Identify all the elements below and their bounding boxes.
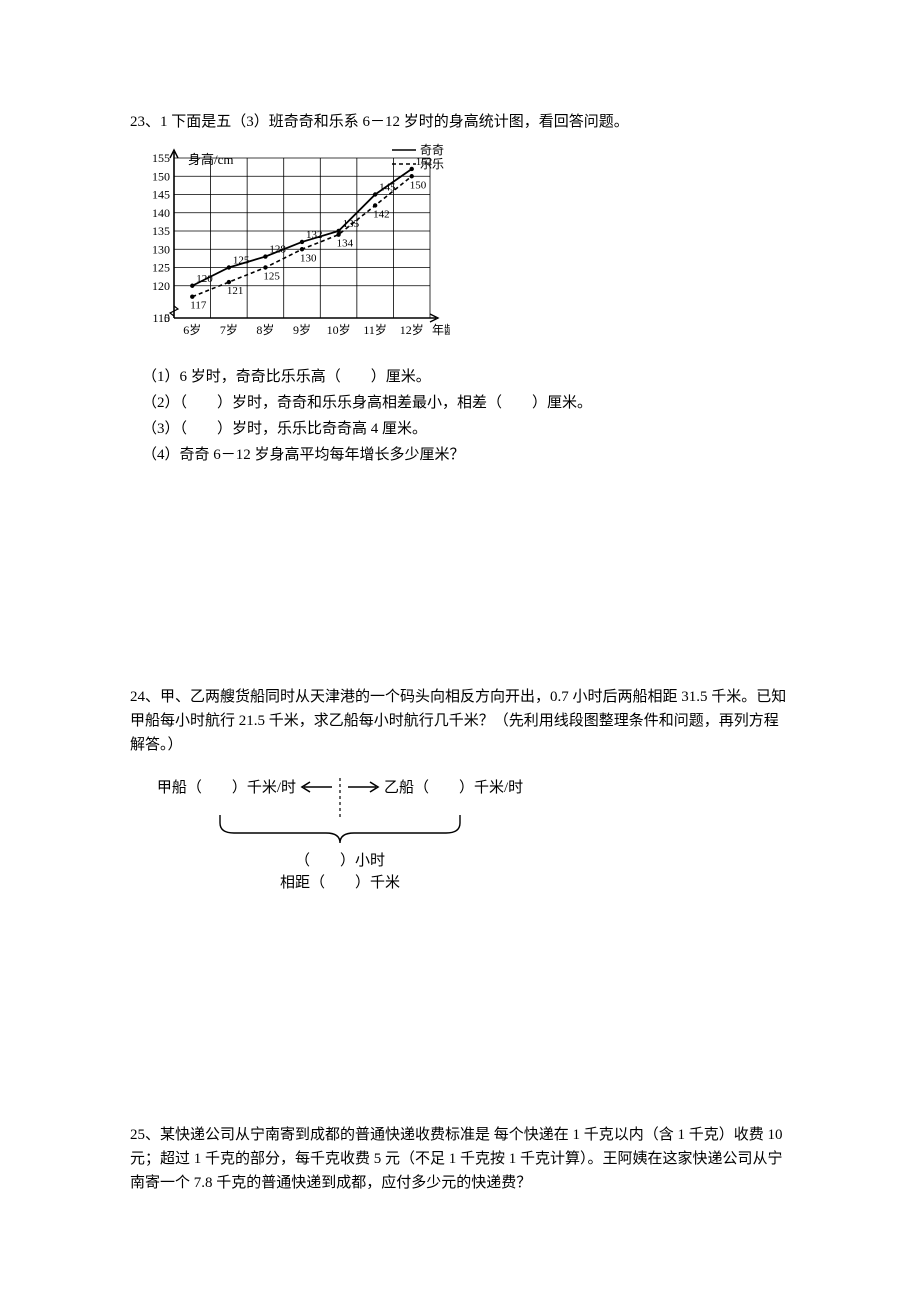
svg-text:乙船（ ）千米/时: 乙船（ ）千米/时	[384, 779, 523, 796]
svg-text:年龄: 年龄	[432, 323, 450, 337]
svg-text:10岁: 10岁	[327, 322, 351, 337]
svg-text:135: 135	[152, 224, 170, 238]
svg-text:125: 125	[263, 271, 280, 283]
height-line-chart: 1151201251301351401451501550身高/cm年龄6岁7岁8…	[130, 140, 790, 353]
svg-text:120: 120	[152, 279, 170, 293]
svg-text:145: 145	[152, 188, 170, 202]
svg-text:130: 130	[152, 242, 170, 256]
chart-svg: 1151201251301351401451501550身高/cm年龄6岁7岁8…	[130, 140, 450, 345]
q24-number: 24、	[130, 689, 160, 705]
svg-text:125: 125	[152, 261, 170, 275]
q24-prompt-text: 甲、乙两艘货船同时从天津港的一个码头向相反方向开出，0.7 小时后两船相距 31…	[130, 689, 786, 753]
svg-text:140: 140	[152, 206, 170, 220]
q25-prompt: 25、某快递公司从宁南寄到成都的普通快递收费标准是 每个快递在 1 千克以内（含…	[130, 1123, 790, 1195]
answer-space-23	[130, 515, 790, 685]
svg-text:身高/cm: 身高/cm	[188, 152, 234, 167]
svg-text:150: 150	[152, 169, 170, 183]
svg-text:7岁: 7岁	[220, 322, 238, 337]
q23-number: 23、	[130, 114, 160, 130]
svg-text:125: 125	[233, 255, 250, 267]
svg-text:142: 142	[373, 208, 390, 220]
svg-text:9岁: 9岁	[293, 322, 311, 337]
q24-prompt: 24、甲、乙两艘货船同时从天津港的一个码头向相反方向开出，0.7 小时后两船相距…	[130, 685, 790, 757]
svg-text:152: 152	[416, 156, 433, 168]
svg-text:8岁: 8岁	[256, 322, 274, 337]
q25-number: 25、	[130, 1127, 160, 1143]
svg-text:12岁: 12岁	[400, 322, 424, 337]
svg-text:奇奇: 奇奇	[420, 143, 444, 157]
svg-text:（ ）小时: （ ）小时	[295, 852, 385, 869]
q23-sub2: （2）（ ）岁时，奇奇和乐乐身高相差最小，相差（ ）厘米。	[130, 391, 790, 415]
question-24: 24、甲、乙两艘货船同时从天津港的一个码头向相反方向开出，0.7 小时后两船相距…	[130, 685, 790, 905]
q25-prompt-text: 某快递公司从宁南寄到成都的普通快递收费标准是 每个快递在 1 千克以内（含 1 …	[130, 1127, 783, 1191]
svg-text:甲船（ ）千米/时: 甲船（ ）千米/时	[157, 779, 296, 796]
svg-text:130: 130	[300, 252, 317, 264]
svg-text:150: 150	[410, 179, 427, 191]
svg-text:134: 134	[337, 238, 354, 250]
q23-prompt: 23、1 下面是五（3）班奇奇和乐系 6－12 岁时的身高统计图，看回答问题。	[130, 110, 790, 134]
svg-text:121: 121	[227, 285, 244, 297]
q23-sub3: （3）（ ）岁时，乐乐比奇奇高 4 厘米。	[130, 417, 790, 441]
svg-text:128: 128	[269, 244, 286, 256]
q23-prompt-text: 1 下面是五（3）班奇奇和乐系 6－12 岁时的身高统计图，看回答问题。	[160, 114, 629, 130]
answer-space-24	[130, 953, 790, 1123]
svg-text:6岁: 6岁	[183, 322, 201, 337]
svg-text:120: 120	[196, 273, 213, 285]
diagram-svg: 甲船（ ）千米/时 乙船（ ）千米/时 （ ）小时相距（ ）千米	[130, 767, 550, 897]
svg-text:145: 145	[379, 182, 396, 194]
svg-text:132: 132	[306, 229, 323, 241]
svg-text:11岁: 11岁	[363, 322, 387, 337]
svg-text:0: 0	[164, 311, 170, 325]
svg-text:相距（ ）千米: 相距（ ）千米	[280, 874, 400, 891]
svg-text:117: 117	[190, 300, 207, 312]
question-23: 23、1 下面是五（3）班奇奇和乐系 6－12 岁时的身高统计图，看回答问题。 …	[130, 110, 790, 467]
q23-sub4: （4）奇奇 6－12 岁身高平均每年增长多少厘米？	[130, 443, 790, 467]
line-segment-diagram: 甲船（ ）千米/时 乙船（ ）千米/时 （ ）小时相距（ ）千米	[130, 767, 790, 905]
question-25: 25、某快递公司从宁南寄到成都的普通快递收费标准是 每个快递在 1 千克以内（含…	[130, 1123, 790, 1195]
q23-sub1: （1）6 岁时，奇奇比乐乐高（ ）厘米。	[130, 365, 790, 389]
svg-text:155: 155	[152, 151, 170, 165]
